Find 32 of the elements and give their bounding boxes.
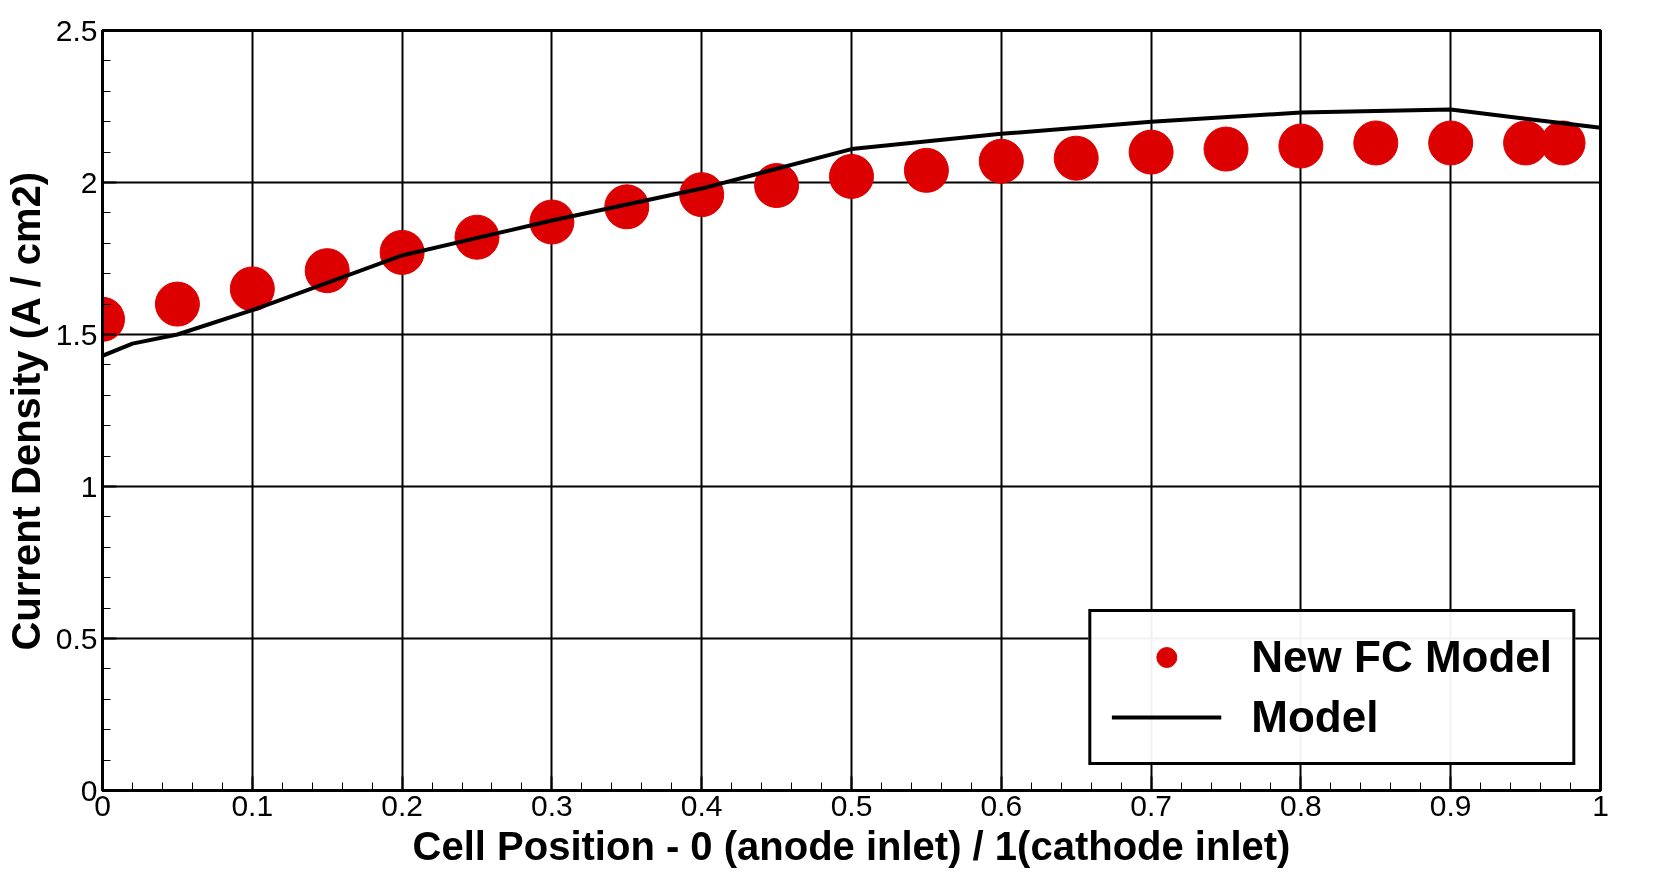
point xyxy=(229,266,275,312)
x-tick-label: 0.8 xyxy=(1280,788,1322,822)
x-tick-label: 0.5 xyxy=(830,788,873,822)
legend-label: Model xyxy=(1251,692,1379,742)
x-tick-label: 0.6 xyxy=(980,788,1023,822)
y-axis-title: Current Density (A / cm2) xyxy=(3,171,48,651)
x-tick-label: 0.1 xyxy=(231,788,274,822)
point xyxy=(1128,129,1174,175)
point xyxy=(903,147,949,193)
x-tick-label: 0.3 xyxy=(531,788,573,822)
y-tick-label: 1.5 xyxy=(55,317,98,351)
point xyxy=(1053,135,1099,181)
point xyxy=(1353,120,1399,166)
point xyxy=(978,138,1024,184)
y-tick-label: 2 xyxy=(80,165,98,199)
legend-label: New FC Model xyxy=(1251,632,1552,682)
point xyxy=(1203,126,1249,172)
point xyxy=(1278,123,1324,169)
point xyxy=(304,248,350,294)
x-tick-label: 0.9 xyxy=(1429,788,1472,822)
point xyxy=(154,281,200,327)
x-tick-label: 0.2 xyxy=(381,788,423,822)
x-tick-label: 0.4 xyxy=(680,788,723,822)
x-axis-title: Cell Position - 0 (anode inlet) / 1(cathode inlet) xyxy=(412,823,1291,868)
y-tick-label: 2.5 xyxy=(55,13,98,47)
x-tick-label: 1 xyxy=(1592,788,1609,822)
y-tick-label: 0.5 xyxy=(55,621,98,655)
point xyxy=(1428,120,1474,166)
x-tick-label: 0.7 xyxy=(1130,788,1172,822)
point xyxy=(829,153,874,199)
point xyxy=(754,163,800,208)
y-tick-label: 1 xyxy=(80,469,98,503)
